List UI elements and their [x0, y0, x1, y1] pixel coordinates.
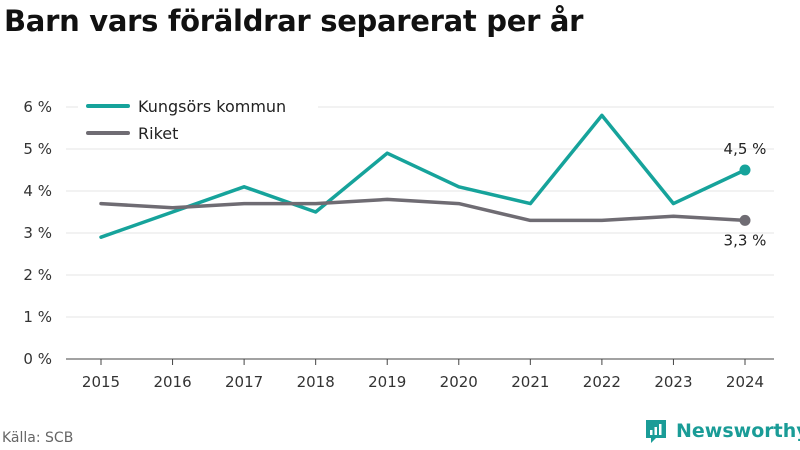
- series-line: [99, 197, 747, 223]
- y-tick-label: 4 %: [23, 182, 52, 200]
- y-tick-label: 0 %: [23, 350, 52, 368]
- x-tick-label: 2015: [82, 373, 120, 391]
- y-tick-label: 2 %: [23, 266, 52, 284]
- series-end-label: 4,5 %: [724, 140, 767, 158]
- y-tick-label: 5 %: [23, 140, 52, 158]
- x-tick-label: 2020: [440, 373, 478, 391]
- x-tick-label: 2017: [225, 373, 263, 391]
- legend-label: Kungsörs kommun: [138, 97, 286, 116]
- brand-name: Newsworthy: [676, 420, 800, 442]
- series-end-point: [739, 164, 751, 176]
- y-tick-label: 3 %: [23, 224, 52, 242]
- chart-title: Barn vars föräldrar separerat per år: [4, 4, 584, 38]
- x-tick-label: 2016: [153, 373, 191, 391]
- y-tick-label: 1 %: [23, 308, 52, 326]
- newsworthy-logo-icon: [646, 420, 666, 443]
- y-tick-label: 6 %: [23, 98, 52, 116]
- series-end-point: [739, 214, 751, 226]
- brand-logo-group: Newsworthy: [644, 418, 800, 444]
- series-line: [99, 113, 747, 239]
- source-note: Källa: SCB: [2, 430, 74, 446]
- series-end-label: 3,3 %: [724, 231, 767, 249]
- x-tick-label: 2022: [583, 373, 621, 391]
- x-tick-label: 2019: [368, 373, 406, 391]
- legend-label: Riket: [138, 124, 178, 143]
- x-tick-label: 2021: [511, 373, 549, 391]
- x-tick-label: 2023: [654, 373, 692, 391]
- x-tick-label: 2024: [726, 373, 764, 391]
- x-tick-label: 2018: [297, 373, 335, 391]
- legend-background: [78, 92, 318, 148]
